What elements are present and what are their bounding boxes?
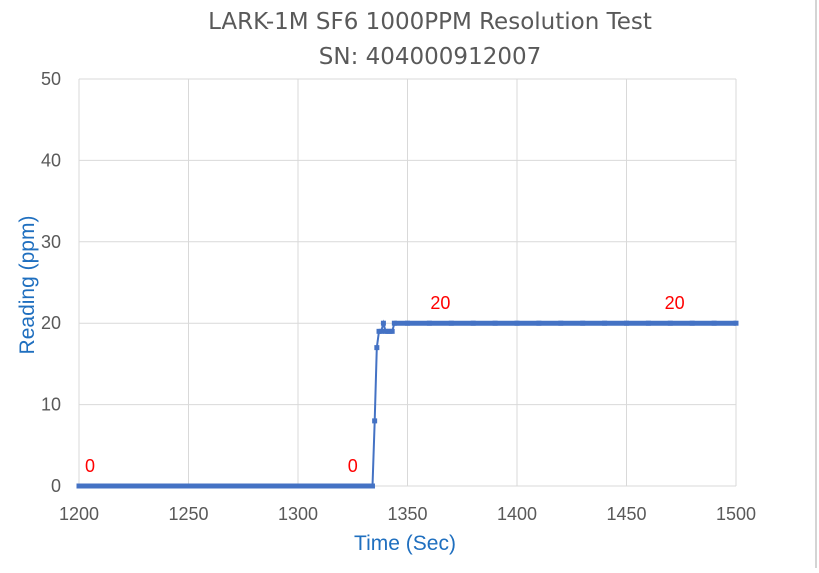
data-point [339,483,345,489]
data-point [207,483,213,489]
series-layer [76,319,739,489]
data-point [389,328,395,334]
data-point [120,483,126,489]
data-point [733,320,739,326]
x-tick-label: 1350 [387,504,427,524]
data-point [624,320,629,326]
data-label: 0 [348,456,358,476]
data-point [580,320,586,326]
data-point [295,483,301,489]
data-point [317,483,323,489]
data-point [602,320,608,326]
data-point [558,320,564,326]
data-point [514,320,520,326]
y-tick-label: 30 [41,232,61,252]
data-point [470,320,476,326]
data-labels: 0 0 20 20 [85,293,685,476]
x-tick-label: 1400 [497,504,537,524]
data-point [164,483,170,489]
data-point [391,320,397,326]
frame-border [815,0,817,568]
data-point [426,320,432,326]
x-axis-title: Time (Sec) [354,532,456,555]
data-point [374,345,380,351]
data-label: 20 [430,293,450,313]
data-point [405,320,410,326]
y-axis-title: Reading (ppm) [16,216,39,355]
chart-title: LARK-1M SF6 1000PPM Resolution Test [208,9,652,35]
data-point [361,483,367,489]
data-point [492,320,498,326]
chart-subtitle: SN: 404000912007 [319,44,541,70]
data-point [229,483,235,489]
data-point [76,483,82,489]
gridlines [78,78,737,487]
x-tick-label: 1450 [606,504,646,524]
axes: 0 10 20 30 40 50 1200 1250 1300 1350 1400 1450 1500 [41,69,756,524]
x-tick-label: 1500 [716,504,756,524]
data-point [448,320,454,326]
x-tick-label: 1250 [168,504,208,524]
y-tick-label: 10 [41,395,61,415]
y-tick-label: 0 [51,476,61,496]
data-point [142,483,148,489]
x-tick-label: 1300 [278,504,318,524]
data-point [186,483,191,489]
data-point [689,320,695,326]
y-tick-label: 20 [41,313,61,333]
data-point [369,483,375,489]
data-point [98,483,104,489]
data-point [372,418,378,424]
data-label: 20 [665,293,685,313]
data-point [380,320,386,326]
data-point [273,483,279,489]
data-point [251,483,257,489]
data-point [667,320,673,326]
y-tick-label: 50 [41,69,61,89]
data-point [645,320,651,326]
data-point [536,320,542,326]
data-point [378,328,384,334]
y-tick-label: 40 [41,150,61,170]
x-tick-label: 1200 [59,504,99,524]
data-label: 0 [85,456,95,476]
data-point [711,320,717,326]
